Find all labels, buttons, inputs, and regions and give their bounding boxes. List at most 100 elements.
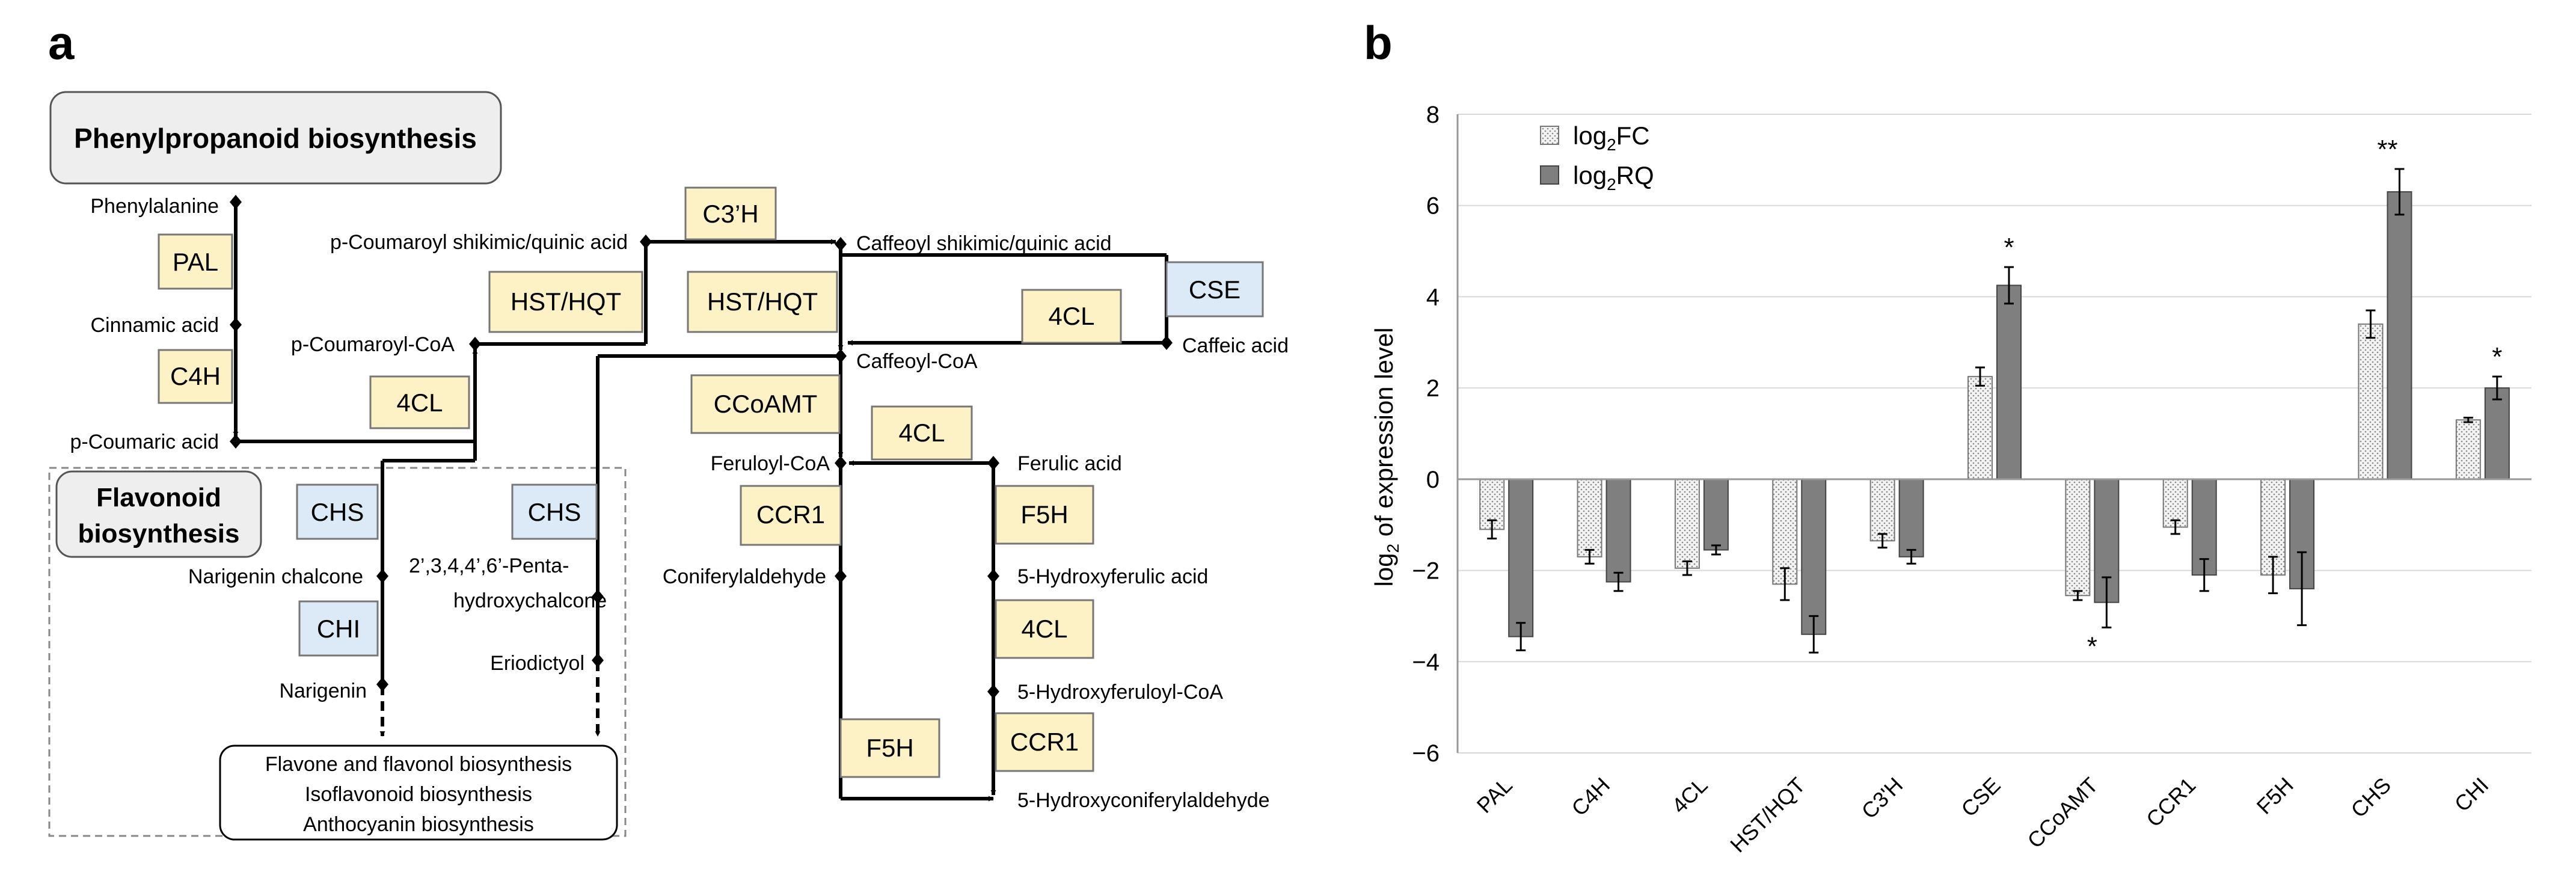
bar-log2RQ-CHI	[2484, 387, 2510, 480]
bar-log2FC-C3'H	[1869, 478, 1895, 542]
enzyme-ccoamt: CCoAMT	[714, 390, 818, 418]
significance-marker: *	[2492, 342, 2502, 372]
output-isoflavonoid: Isoflavonoid biosynthesis	[305, 783, 532, 806]
enzyme-4cl-2: 4CL	[1048, 302, 1094, 330]
compound-p-coumaroyl-shikimic: p-Coumaroyl shikimic/quinic acid	[330, 231, 628, 254]
outputs-box	[219, 745, 618, 841]
x-tick-label: C3'H	[1857, 773, 1908, 824]
enzyme-4cl-1: 4CL	[396, 388, 443, 417]
bar-log2RQ-CSE	[1996, 284, 2022, 480]
bar-log2FC-CCR1	[2162, 478, 2188, 528]
bar-log2RQ-HST/HQT	[1801, 478, 1827, 635]
x-tick-label: CHS	[2346, 773, 2396, 823]
compound-narigenin-chalcone: Narigenin chalcone	[188, 565, 363, 588]
panel-a: a Phenylpropanoid biosynthesis Flavonoid…	[48, 16, 1289, 841]
compound-pentahydroxychalcone-line1: 2’,3,4,4’,6’-Penta-	[409, 554, 569, 577]
compound-caffeoyl-coa: Caffeoyl-CoA	[856, 350, 978, 373]
significance-marker: *	[2087, 631, 2097, 661]
compound-hydroxyferulic-acid: 5-Hydroxyferulic acid	[1017, 565, 1208, 588]
enzyme-f5h-1: F5H	[1020, 500, 1068, 529]
x-tick-label: CHI	[2450, 773, 2494, 817]
compound-pentahydroxychalcone-line2: hydroxychalcone	[453, 589, 607, 612]
legend-swatch-log2fc	[1540, 126, 1559, 145]
flavonoid-label-line2: biosynthesis	[78, 519, 240, 548]
legend-label-log2rq: log2RQ	[1573, 161, 1654, 194]
chart-significance: *****	[2004, 135, 2502, 661]
output-flavone: Flavone and flavonol biosynthesis	[265, 753, 572, 776]
enzyme-hst-1: HST/HQT	[511, 287, 621, 316]
output-anthocyanin: Anthocyanin biosynthesis	[303, 813, 534, 836]
enzyme-f5h-2: F5H	[866, 734, 913, 762]
compound-caffeoyl-shikimic: Caffeoyl shikimic/quinic acid	[856, 232, 1112, 255]
compound-p-coumaric-acid: p-Coumaric acid	[70, 431, 219, 453]
significance-marker: *	[2004, 233, 2014, 262]
enzyme-4cl-4: 4CL	[1021, 615, 1067, 643]
chart-ylabel: log2 of expression level	[1370, 327, 1402, 586]
x-tick-label: PAL	[1472, 773, 1517, 818]
x-tick-label: C4H	[1566, 773, 1615, 821]
enzyme-boxes: PAL C4H 4CL HST/HQT C3’H HST/HQT 4CL CSE…	[158, 186, 1264, 778]
compound-ferulic-acid: Ferulic acid	[1017, 452, 1122, 475]
outputs-text: Flavone and flavonol biosynthesis Isofla…	[265, 753, 572, 836]
enzyme-chs-1: CHS	[311, 498, 364, 526]
compound-hydroxyferuloyl-coa: 5-Hydroxyferuloyl-CoA	[1017, 681, 1223, 704]
dashed-arrows	[379, 662, 601, 737]
bar-log2FC-C4H	[1577, 478, 1602, 557]
bar-log2RQ-C4H	[1605, 478, 1631, 583]
bar-log2FC-CSE	[1967, 376, 1993, 480]
panel-b-label: b	[1364, 16, 1393, 69]
bar-log2RQ-C3'H	[1898, 478, 1924, 557]
compound-coniferylaldehyde: Coniferylaldehyde	[663, 565, 826, 588]
chart-errorbars	[1487, 168, 2502, 654]
chart-gridlines	[1458, 114, 2532, 754]
bar-log2FC-HST/HQT	[1772, 478, 1798, 585]
enzyme-cse: CSE	[1189, 275, 1240, 304]
enzyme-c3h: C3’H	[702, 200, 758, 228]
x-tick-label: CCoAMT	[2022, 773, 2103, 853]
legend-swatch-log2rq	[1540, 165, 1559, 185]
compound-hydroxyconiferylaldehyde: 5-Hydroxyconiferylaldehyde	[1017, 789, 1270, 812]
x-tick-label: F5H	[2252, 773, 2298, 819]
y-tick-label: 4	[1426, 284, 1440, 310]
phenylpropanoid-title-box	[49, 91, 502, 185]
y-tick-label: −4	[1412, 649, 1440, 675]
compound-cinnamic-acid: Cinnamic acid	[90, 314, 219, 337]
x-tick-label: HST/HQT	[1725, 773, 1810, 858]
compound-feruloyl-coa: Feruloyl-CoA	[711, 452, 830, 475]
legend-label-log2fc: log2FC	[1573, 121, 1650, 154]
compound-eriodictyol: Eriodictyol	[490, 652, 584, 675]
bar-log2FC-CCoAMT	[2065, 478, 2091, 597]
compound-caffeic-acid: Caffeic acid	[1182, 334, 1289, 357]
y-tick-label: 2	[1426, 375, 1440, 402]
flavonoid-label-box	[55, 470, 262, 558]
enzyme-chi: CHI	[317, 615, 360, 643]
bar-log2FC-CHI	[2455, 419, 2481, 480]
enzyme-ccr1-2: CCR1	[1010, 728, 1079, 756]
phenylpropanoid-title: Phenylpropanoid biosynthesis	[74, 123, 477, 154]
chart-legend: log2FC log2RQ	[1540, 121, 1654, 194]
x-tick-label: 4CL	[1667, 773, 1713, 818]
y-tick-label: −6	[1412, 740, 1440, 767]
x-tick-label: CCR1	[2141, 773, 2200, 832]
enzyme-4cl-3: 4CL	[898, 419, 945, 447]
compound-nodes	[230, 195, 1173, 699]
chart-yticks: 8 6 4 2 0 −2 −4 −6	[1412, 102, 1440, 767]
significance-marker: **	[2377, 135, 2397, 164]
x-tick-label: CSE	[1956, 773, 2005, 821]
compound-p-coumaroyl-coa: p-Coumaroyl-CoA	[291, 333, 455, 356]
y-tick-label: −2	[1412, 558, 1440, 585]
enzyme-hst-2: HST/HQT	[707, 287, 818, 316]
bar-log2FC-4CL	[1674, 478, 1700, 569]
bar-log2RQ-CHS	[2387, 191, 2412, 480]
bar-log2FC-CHS	[2358, 323, 2384, 480]
y-tick-label: 6	[1426, 193, 1440, 220]
compound-narigenin: Narigenin	[279, 680, 367, 702]
compound-phenylalanine: Phenylalanine	[90, 195, 219, 218]
bar-log2RQ-4CL	[1703, 478, 1729, 551]
enzyme-c4h: C4H	[170, 362, 221, 390]
y-tick-label: 8	[1426, 102, 1440, 128]
chart-xticks: PAL C4H 4CL HST/HQT C3'H CSE CCoAMT CCR1 F5H CHS C…	[1472, 773, 2494, 858]
bar-log2RQ-PAL	[1508, 478, 1534, 637]
compound-labels: Phenylalanine Cinnamic acid p-Coumaric a…	[70, 195, 1289, 812]
